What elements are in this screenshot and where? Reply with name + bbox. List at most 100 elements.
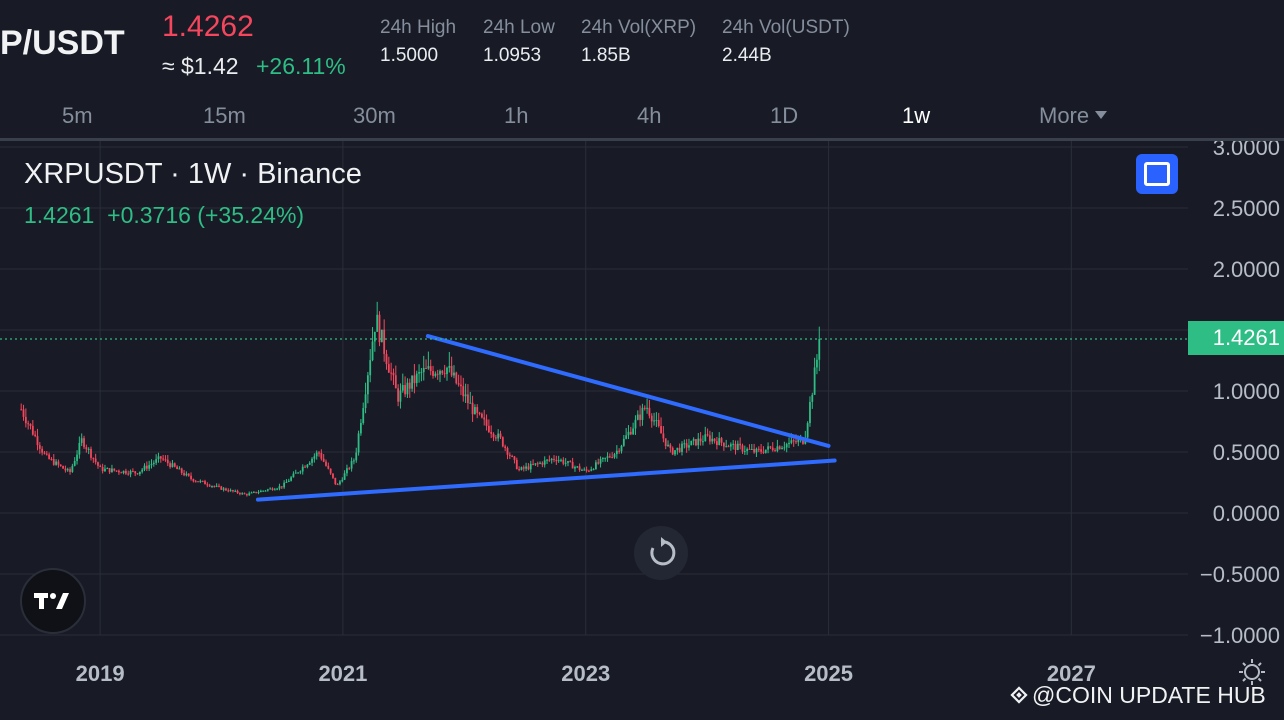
candle-body [118,470,120,473]
candle-body [541,462,544,465]
candle-body [364,394,367,409]
candle-body [543,460,546,465]
trendline[interactable] [425,334,831,448]
candle-body [709,435,711,442]
candle-body [306,464,309,468]
candle-body [697,438,700,446]
price-axis-label: 0.5000 [1213,440,1280,465]
candle-body [420,372,423,374]
candle-body [441,370,444,374]
candle-body [390,372,393,374]
fullscreen-button[interactable] [1136,154,1178,194]
price-chart[interactable]: 3.00002.50002.00001.50001.00000.50000.00… [0,141,1284,720]
candle-body [711,438,714,442]
candle-body [143,465,146,470]
tab-30m[interactable]: 30m [353,103,396,128]
candle-body [269,488,272,490]
last-price-tag: 1.4261 [1188,321,1284,355]
candle-body [702,441,704,443]
candle-body [681,443,683,452]
candle-body [453,372,455,376]
candle-body [667,444,669,447]
settings-icon[interactable] [1239,659,1265,685]
candle-body [657,420,660,427]
candle-body [208,485,211,487]
tab-1d[interactable]: 1D [770,103,799,128]
candle-body [781,447,783,450]
candle-body [615,450,618,455]
candle-body [155,459,158,463]
stat-value-24h-low: 1.0953 [483,45,542,66]
candle-body [522,467,525,469]
candle-body [532,463,534,465]
tab-1h[interactable]: 1h [504,103,529,128]
tab-15m[interactable]: 15m [203,103,246,128]
candle-body [415,373,418,384]
stat-label-24h-high: 24h High [380,17,457,38]
candle-body [387,364,390,373]
time-axis-label: 2019 [76,661,125,686]
reset-chart-button[interactable] [634,526,688,580]
tradingview-logo[interactable] [20,568,86,634]
candle-body [434,373,437,376]
reset-icon [650,537,676,566]
fullscreen-icon [1144,162,1170,186]
candle-body [215,485,218,487]
time-axis[interactable]: 201920212023202520272029 [76,661,1284,686]
candle-body [818,339,821,360]
candle-body [87,448,90,450]
candle-body [332,473,334,478]
candle-body [127,473,130,475]
trendline[interactable] [255,458,837,502]
chart-legend-values: 1.4261 +0.3716 (+35.24%) [24,202,304,229]
candle-body [683,443,686,445]
candle-body [508,454,511,456]
candle-body [220,486,223,490]
candle-body [585,469,588,471]
candle-body [36,436,39,446]
candle-body [783,447,786,449]
candle-body [20,409,23,411]
candle-body [141,469,144,472]
candle-body [150,463,153,466]
candle-body [518,469,521,471]
candle-body [243,493,246,495]
trading-pair-title[interactable]: P/USDT [0,24,125,62]
candle-body [604,457,607,459]
candle-body [499,433,502,438]
candle-body [236,490,239,494]
candle-body [595,462,597,470]
candle-body [546,459,548,461]
stat-value-24h-vol-xrp: 1.85B [581,45,631,66]
candle-body [325,461,327,466]
candle-body [99,465,102,468]
candle-body [229,490,232,492]
candle-body [715,441,718,446]
candle-body [422,367,425,373]
tab-more[interactable]: More [1039,103,1108,129]
candle-body [685,443,688,448]
candle-body [601,457,604,459]
candle-body [678,447,681,452]
candle-body [464,394,467,397]
tab-4h[interactable]: 4h [637,103,662,128]
candle-body [574,466,576,469]
tab-5m[interactable]: 5m [62,103,93,128]
candle-body [311,458,313,463]
candle-body [755,448,758,453]
candle-body [513,456,516,460]
trendline-layer[interactable] [255,334,837,502]
tab-1w[interactable]: 1w [902,103,931,128]
candle-body [346,468,348,474]
candle-body [627,431,630,436]
candle-body [569,461,572,463]
candle-body [138,471,141,475]
candle-body [322,458,325,462]
candle-body [194,481,197,483]
price-axis[interactable]: 3.00002.50002.00001.50001.00000.50000.00… [1200,141,1280,648]
candle-body [767,446,769,450]
candle-body [504,446,507,448]
candle-body [122,470,125,474]
candle-body [283,482,286,488]
candle-body [515,459,518,470]
